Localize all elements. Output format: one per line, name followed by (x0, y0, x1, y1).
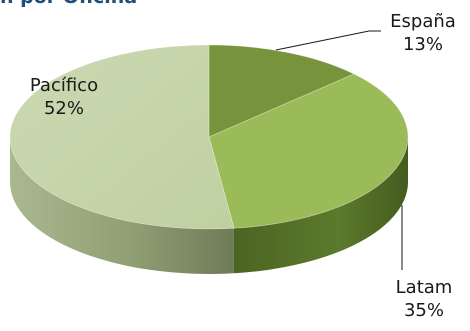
slice-name-espana: España (390, 11, 456, 32)
slice-name-latam: Latam (395, 277, 453, 298)
chart-title: n por Oficina (0, 0, 137, 8)
slice-percent-latam: 35% (403, 300, 444, 321)
slice-percent-pacifico: 52% (43, 98, 84, 119)
slice-label-latam: Latam 35% (386, 276, 462, 322)
slice-name-pacifico: Pacífico (29, 75, 99, 96)
leader-line-espana (275, 30, 381, 51)
pie-slice-espana (208, 44, 356, 138)
pie-slice-pacifico (9, 44, 235, 230)
pie-side-latam (233, 137, 408, 274)
slice-label-pacifico: Pacífico 52% (20, 74, 108, 120)
pie-slice-latam (208, 73, 409, 229)
slice-label-espana: España 13% (380, 10, 466, 56)
pie-side-pacifico (10, 137, 234, 275)
slice-percent-espana: 13% (402, 34, 443, 55)
